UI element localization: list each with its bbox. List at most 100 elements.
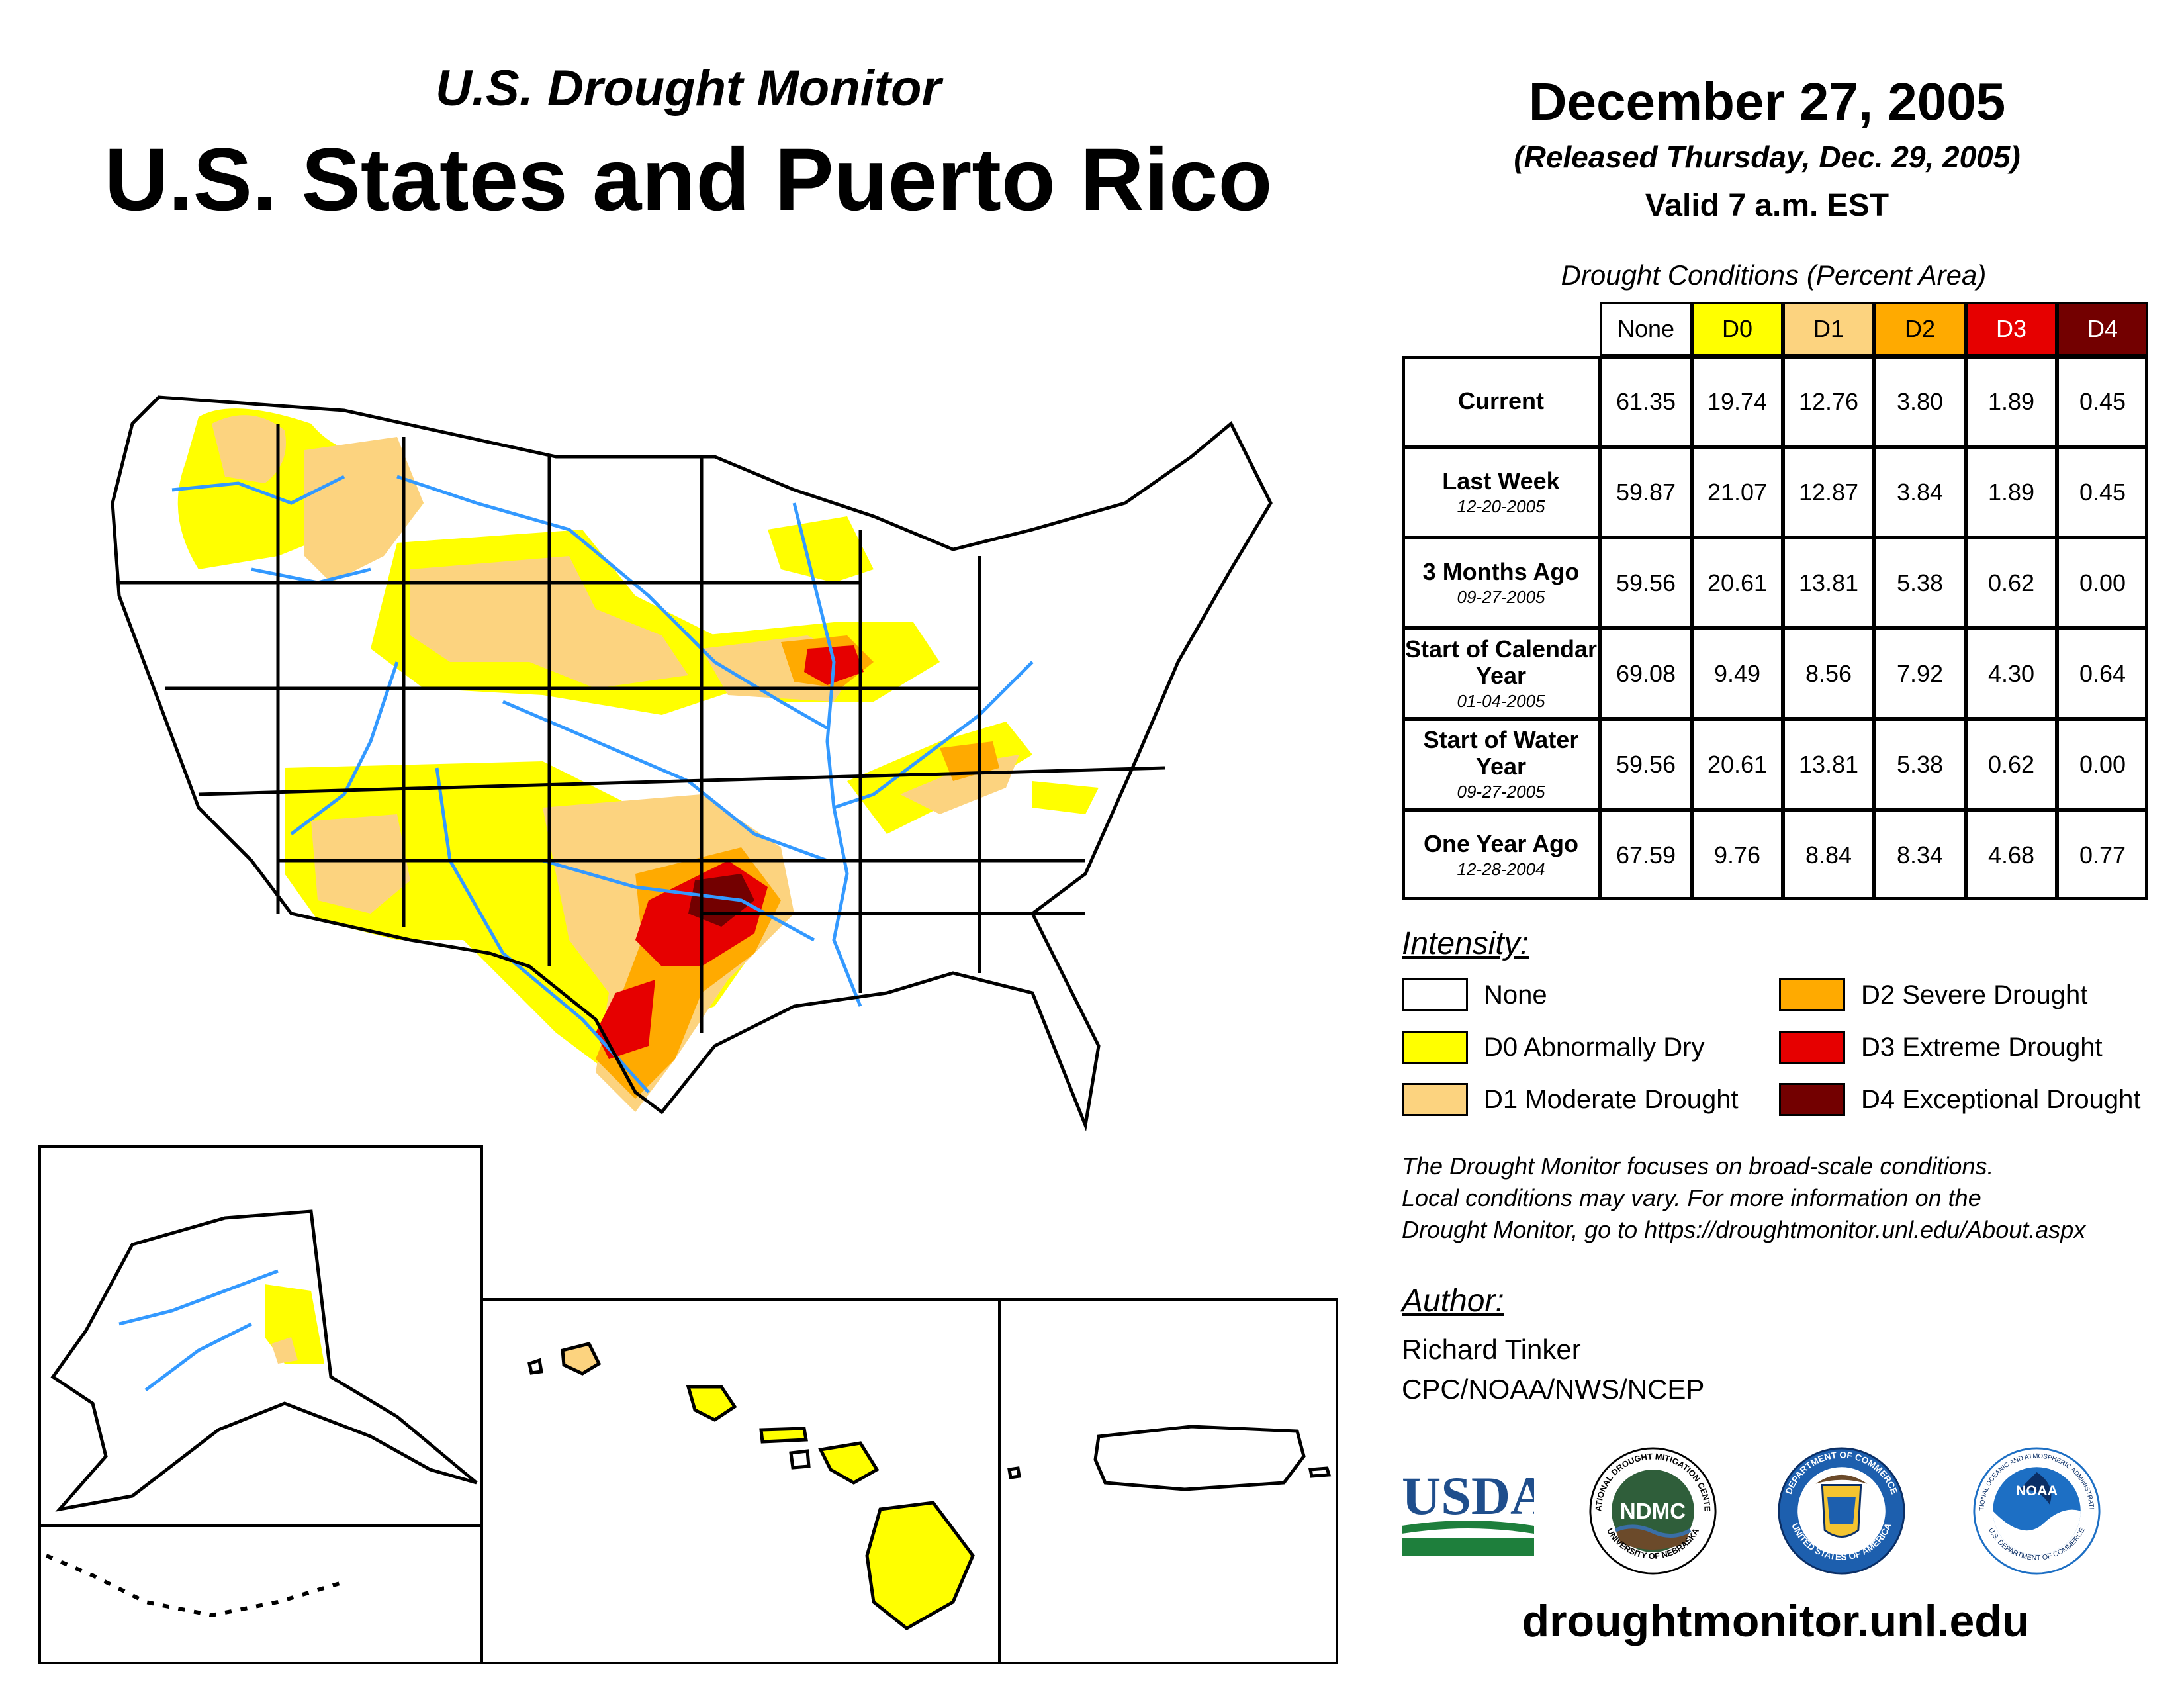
state-borders <box>111 395 1273 1132</box>
conus-map <box>111 395 1273 1132</box>
legend-item: D0 Abnormally Dry <box>1402 1031 1704 1064</box>
border-lat-37 <box>198 766 1165 796</box>
row-label: 3 Months Ago 09-27-2005 <box>1402 538 1600 628</box>
usda-logo: USDA <box>1402 1466 1534 1556</box>
table-cell: 7.92 <box>1874 628 1966 719</box>
noaa-wordmark: NOAA <box>2016 1483 2058 1499</box>
row-label-text: Current <box>1457 387 1544 415</box>
legend-item: None <box>1402 978 1547 1011</box>
disclaimer-line: The Drought Monitor focuses on broad-sca… <box>1402 1152 1994 1180</box>
table-cell: 8.56 <box>1783 628 1874 719</box>
legend-swatch <box>1402 978 1468 1011</box>
table-cell: 59.56 <box>1600 538 1692 628</box>
column-header-none: None <box>1600 302 1692 356</box>
release-date: (Released Thursday, Dec. 29, 2005) <box>1514 140 2021 174</box>
row-label: Start of Water Year 09-27-2005 <box>1402 719 1600 810</box>
table-cell: 9.76 <box>1692 810 1783 900</box>
alaska-rivers <box>118 1269 279 1391</box>
website-url[interactable]: droughtmonitor.unl.edu <box>1522 1596 2030 1646</box>
island-molokai <box>759 1427 808 1444</box>
table-cell: 0.00 <box>2057 719 2148 810</box>
d0-area-virginia <box>1032 781 1099 814</box>
conus-outline <box>111 395 1273 1132</box>
alaska-outline <box>50 1209 478 1512</box>
table-cell: 20.61 <box>1692 719 1783 810</box>
island-maui <box>818 1441 880 1485</box>
table-cell: 3.80 <box>1874 356 1966 447</box>
table-cell: 59.87 <box>1600 447 1692 538</box>
noaa-logo: NOAA NATIONAL OCEANIC AND ATMOSPHERIC AD… <box>1972 1446 2101 1575</box>
river-columbia <box>171 475 345 505</box>
table-cell: 0.77 <box>2057 810 2148 900</box>
inset-frames <box>38 1145 1338 1664</box>
legend-item: D2 Severe Drought <box>1779 978 2087 1011</box>
island-oahu <box>686 1385 737 1422</box>
d1-area-northern-rockies <box>304 437 424 583</box>
table-cell: 0.45 <box>2057 447 2148 538</box>
hawaii-map <box>527 1342 975 1631</box>
conditions-table-title: Drought Conditions (Percent Area) <box>1561 259 1987 291</box>
inset-maps <box>38 1145 1338 1664</box>
legend-label: D3 Extreme Drought <box>1861 1032 2103 1062</box>
column-header-d0: D0 <box>1692 302 1783 356</box>
legend-swatch <box>1402 1083 1468 1116</box>
row-label: Start of Calendar Year 01-04-2005 <box>1402 628 1600 719</box>
row-label-text: Last Week <box>1442 467 1560 494</box>
column-header-d1: D1 <box>1783 302 1874 356</box>
puerto-rico-outline <box>1093 1425 1306 1491</box>
legend-label: D2 Severe Drought <box>1861 980 2088 1009</box>
table-cell: 3.84 <box>1874 447 1966 538</box>
table-cell: 59.56 <box>1600 719 1692 810</box>
table-cell: 0.62 <box>1966 538 2057 628</box>
table-cell: 12.76 <box>1783 356 1874 447</box>
vieques-island <box>1308 1466 1332 1478</box>
legend-swatch <box>1779 1083 1845 1116</box>
usda-wordmark: USDA <box>1402 1466 1534 1526</box>
row-label-text: Start of Water Year <box>1423 726 1579 780</box>
table-cell: 13.81 <box>1783 719 1874 810</box>
table-cell: 8.84 <box>1783 810 1874 900</box>
row-label-text: One Year Ago <box>1423 829 1579 857</box>
row-label: One Year Ago 12-28-2004 <box>1402 810 1600 900</box>
legend-swatch <box>1402 1031 1468 1064</box>
d1-area-oregon <box>212 415 286 483</box>
row-label-date: 09-27-2005 <box>1457 782 1545 802</box>
d1-area-new-mexico <box>311 814 410 914</box>
legend-label: None <box>1484 980 1547 1009</box>
island-niihau <box>527 1358 543 1375</box>
island-lanai <box>789 1449 811 1470</box>
table-cell: 5.38 <box>1874 538 1966 628</box>
row-label-text: Start of Calendar Year <box>1404 635 1598 689</box>
alaska-map <box>45 1209 478 1618</box>
table-cell: 21.07 <box>1692 447 1783 538</box>
river-rio-grande <box>435 767 650 1094</box>
ndmc-wordmark: NDMC <box>1620 1499 1686 1524</box>
row-label-date: 12-20-2005 <box>1457 496 1545 517</box>
author-title: Author: <box>1402 1284 1504 1319</box>
legend-item: D4 Exceptional Drought <box>1779 1083 2140 1116</box>
river-red <box>542 859 815 942</box>
d3-area-south-texas <box>596 980 655 1059</box>
table-cell: 4.68 <box>1966 810 2057 900</box>
table-cell: 4.30 <box>1966 628 2057 719</box>
table-cell: 12.87 <box>1783 447 1874 538</box>
table-cell: 61.35 <box>1600 356 1692 447</box>
aleutian-islands <box>45 1554 345 1618</box>
table-cell: 20.61 <box>1692 538 1783 628</box>
table-cell: 13.81 <box>1783 538 1874 628</box>
legend-item: D1 Moderate Drought <box>1402 1083 1739 1116</box>
column-header-d4: D4 <box>2057 302 2148 356</box>
river-missouri <box>396 475 829 730</box>
row-label-date: 01-04-2005 <box>1457 691 1545 712</box>
ndmc-logo: NDMC NATIONAL DROUGHT MITIGATION CENTER … <box>1588 1446 1717 1575</box>
disclaimer-line: Local conditions may vary. For more info… <box>1402 1184 1981 1211</box>
table-cell: 0.64 <box>2057 628 2148 719</box>
river-mississippi <box>792 502 862 1007</box>
disclaimer-line: Drought Monitor, go to https://droughtmo… <box>1402 1216 2086 1243</box>
map-subtitle: U.S. Drought Monitor <box>435 60 942 117</box>
map-title: U.S. States and Puerto Rico <box>104 130 1273 229</box>
author-org: CPC/NOAA/NWS/NCEP <box>1402 1374 1705 1405</box>
valid-time: Valid 7 a.m. EST <box>1645 188 1889 223</box>
legend-label: D1 Moderate Drought <box>1484 1084 1739 1114</box>
mona-island <box>1007 1466 1021 1479</box>
